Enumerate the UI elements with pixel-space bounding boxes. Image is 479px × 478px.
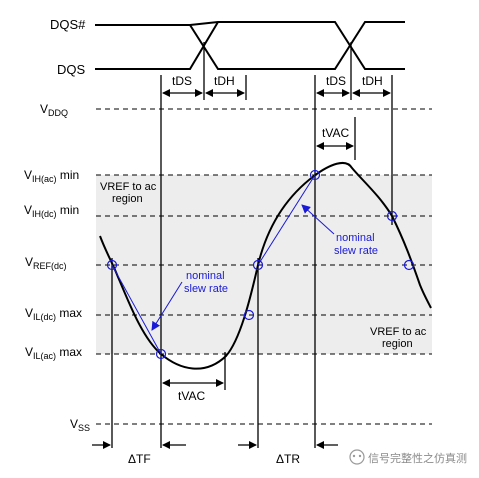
wechat-icon xyxy=(349,449,365,465)
vih-ac-label: VIH(ac) min xyxy=(24,168,79,184)
crossing-vref-fall xyxy=(106,259,118,271)
delta-tf-label: ΔTF xyxy=(128,452,151,466)
watermark-text: 信号完整性之仿真测 xyxy=(368,451,467,465)
input-signal-waveform xyxy=(99,161,432,370)
dqs-waveform-2 xyxy=(189,21,405,70)
vref-dc-label: VREF(dc) xyxy=(25,255,67,271)
vddq-label: VDDQ xyxy=(40,102,68,118)
nominal-slew-left-text: nominal slew rate xyxy=(184,270,228,295)
vref-to-ac-region-upper-shade xyxy=(96,175,432,265)
tvac-bottom-label: tVAC xyxy=(178,389,205,403)
nominal-slew-line-fall xyxy=(111,264,162,355)
vil-dc-label: VIL(dc) max xyxy=(25,306,82,322)
vil-ac-label: VIL(ac) max xyxy=(25,345,82,361)
crossing-vref-fall-2 xyxy=(403,259,415,271)
dqs-n-label: DQS# xyxy=(50,17,86,32)
nominal-slew-line-rise xyxy=(257,174,316,266)
dqs-waveform xyxy=(95,21,219,70)
vref-to-ac-region-lower-label: VREF to ac region xyxy=(370,326,427,350)
nominal-slew-pointer-right xyxy=(301,204,335,235)
wechat-icon-dot xyxy=(352,454,356,458)
dqs-label: DQS xyxy=(57,62,86,77)
tds-1-label: tDS xyxy=(172,74,192,88)
wechat-icon-dot-2 xyxy=(358,454,362,458)
tds-2-label: tDS xyxy=(326,74,346,88)
tdh-2-label: tDH xyxy=(362,74,383,88)
tvac-top-label: tVAC xyxy=(322,126,349,140)
vss-label: VSS xyxy=(70,417,90,433)
tdh-1-label: tDH xyxy=(214,74,235,88)
crossing-vil-ac-fall xyxy=(155,348,167,360)
vih-dc-label: VIH(dc) min xyxy=(24,203,79,219)
crossing-vil-dc-rise xyxy=(243,309,255,321)
crossing-vih-dc-fall xyxy=(386,210,398,222)
nominal-slew-pointer-left xyxy=(151,281,183,331)
vref-to-ac-region-upper-label: VREF to ac region xyxy=(100,181,157,205)
delta-tr-label: ΔTR xyxy=(276,452,300,466)
crossing-vref-rise xyxy=(252,259,264,271)
nominal-slew-right-text: nominal slew rate xyxy=(334,232,378,257)
vref-to-ac-region-lower-shade xyxy=(96,265,432,354)
dqs-n-waveform xyxy=(95,21,405,70)
crossing-vih-ac-rise xyxy=(309,169,321,181)
